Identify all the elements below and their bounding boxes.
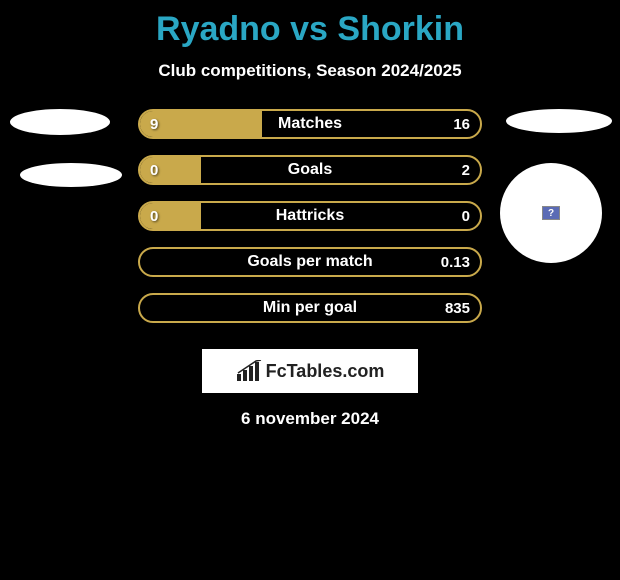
comparison-infographic: Ryadno vs Shorkin Club competitions, Sea… (0, 0, 620, 429)
stat-row: 00Hattricks (138, 201, 482, 231)
player-left-avatar-1 (10, 109, 110, 135)
stat-bars: 916Matches 02Goals 00Hattricks 0.13Goals pe… (138, 109, 482, 339)
player-right-avatar-1 (506, 109, 612, 133)
site-logo: FcTables.com (202, 349, 418, 393)
flag-icon: ? (542, 206, 560, 220)
chart-bars-icon (236, 360, 262, 382)
stat-row: 0.13Goals per match (138, 247, 482, 277)
stat-label: Goals per match (140, 249, 480, 275)
page-title: Ryadno vs Shorkin (0, 0, 620, 49)
stat-label: Min per goal (140, 295, 480, 321)
stat-row: 02Goals (138, 155, 482, 185)
date-label: 6 november 2024 (0, 409, 620, 429)
stat-label: Hattricks (140, 203, 480, 229)
player-left-avatar-2 (20, 163, 122, 187)
site-logo-text: FcTables.com (266, 361, 385, 382)
stat-label: Matches (140, 111, 480, 137)
stat-row: 916Matches (138, 109, 482, 139)
stat-row: 835Min per goal (138, 293, 482, 323)
page-subtitle: Club competitions, Season 2024/2025 (0, 61, 620, 81)
player-right-avatar-2: ? (500, 163, 602, 263)
stats-area: ? 916Matches 02Goals 00Hattricks 0.13Goals … (0, 109, 620, 339)
stat-label: Goals (140, 157, 480, 183)
